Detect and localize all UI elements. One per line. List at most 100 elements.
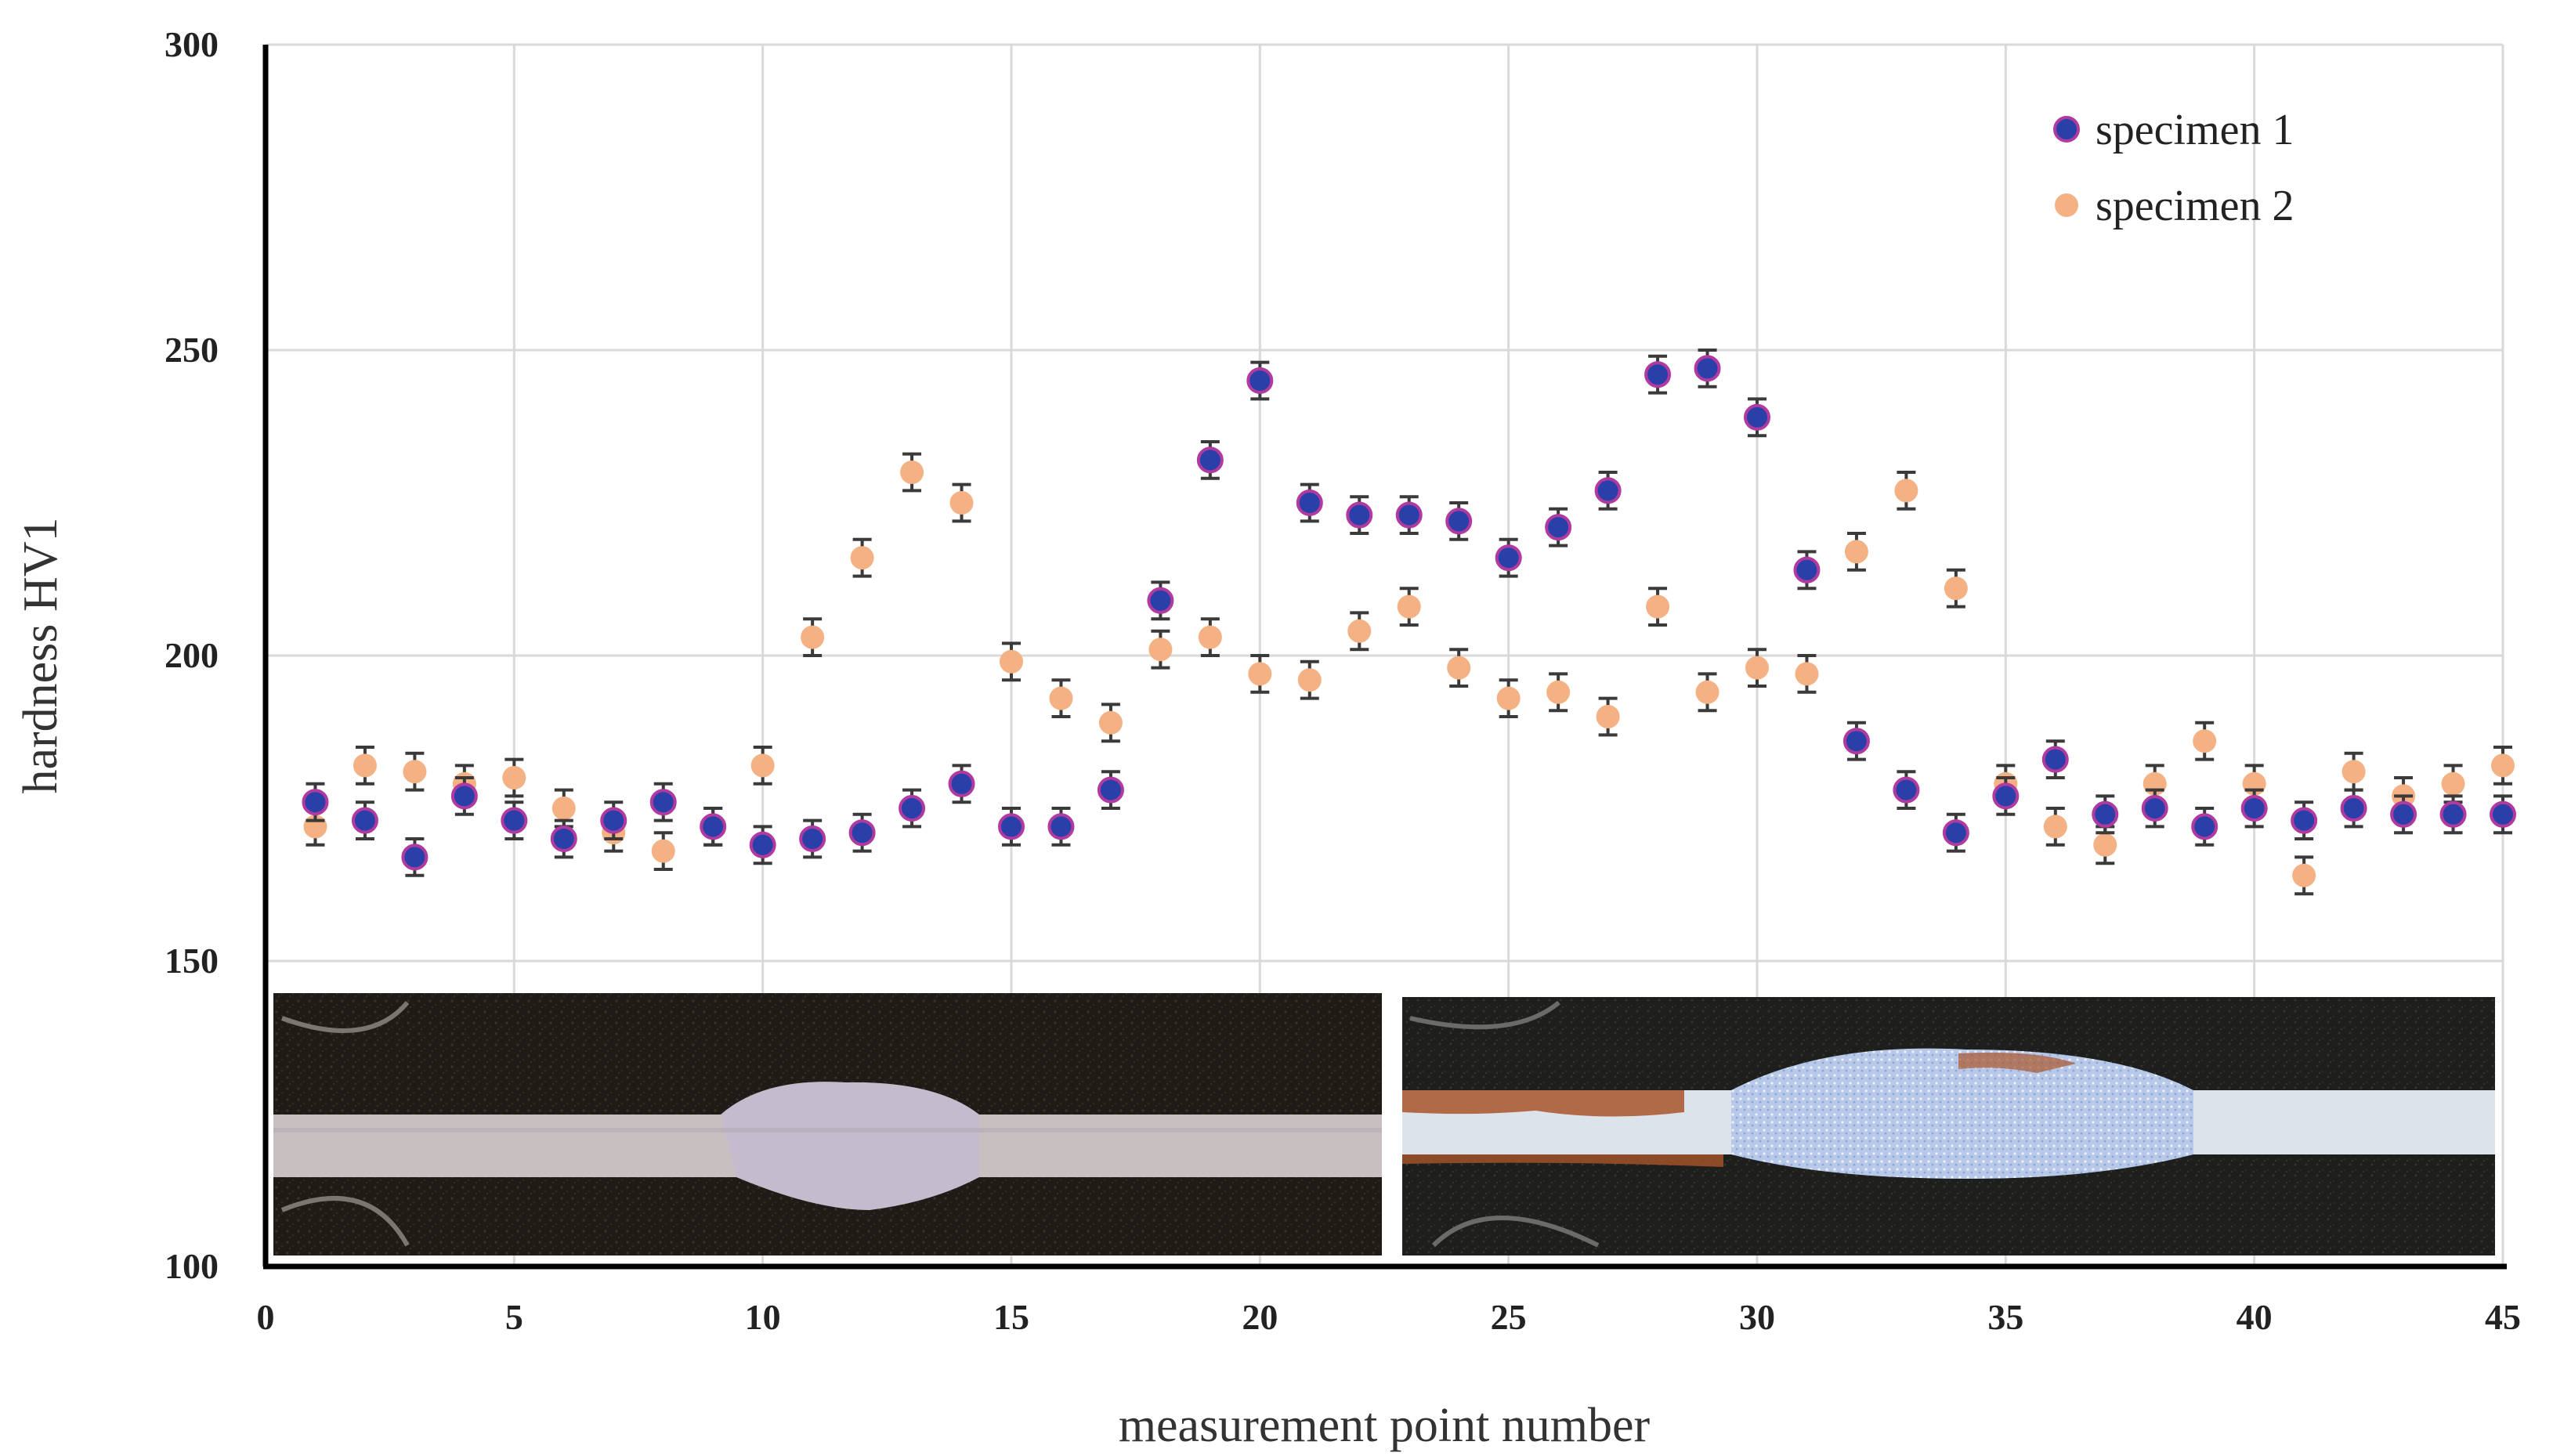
data-point-specimen-2 <box>1049 686 1073 710</box>
x-tick-label: 10 <box>745 1297 781 1337</box>
data-point-specimen-2 <box>750 753 775 778</box>
data-point-specimen-2 <box>801 625 825 649</box>
x-tick-label: 25 <box>1491 1297 1527 1337</box>
data-point-specimen-1 <box>1147 587 1174 614</box>
data-point-specimen-2 <box>1496 686 1521 710</box>
data-series <box>302 349 2516 896</box>
data-point-specimen-1 <box>700 813 727 840</box>
data-point-specimen-1 <box>600 807 627 834</box>
data-point-specimen-2 <box>1297 668 1322 692</box>
data-point-specimen-1 <box>1942 819 1969 847</box>
data-point-specimen-2 <box>1347 619 1372 643</box>
data-point-specimen-2 <box>1646 594 1670 619</box>
y-tick-label: 250 <box>165 330 219 370</box>
data-point-specimen-1 <box>501 807 528 834</box>
x-tick-label: 5 <box>505 1297 523 1337</box>
data-point-specimen-2 <box>551 797 576 820</box>
data-point-specimen-2 <box>1148 638 1173 662</box>
data-point-specimen-2 <box>1447 656 1471 680</box>
data-point-specimen-1 <box>799 826 826 852</box>
data-point-specimen-2 <box>900 461 924 484</box>
y-tick-label: 200 <box>165 635 219 675</box>
data-point-specimen-1 <box>1196 446 1224 474</box>
data-point-specimen-1 <box>1047 813 1075 840</box>
data-point-specimen-1 <box>2291 807 2318 834</box>
data-point-specimen-1 <box>1594 477 1622 504</box>
data-point-specimen-1 <box>2191 813 2219 840</box>
data-point-specimen-2 <box>1795 662 1819 686</box>
data-point-specimen-1 <box>899 795 926 822</box>
inset-photographs <box>273 993 2495 1255</box>
data-point-specimen-1 <box>351 807 378 834</box>
data-point-specimen-1 <box>2390 800 2417 828</box>
data-point-specimen-1 <box>1893 776 1920 804</box>
data-point-specimen-1 <box>1744 403 1770 431</box>
data-point-specimen-2 <box>2341 760 2366 784</box>
y-tick-label: 300 <box>165 24 219 64</box>
data-point-specimen-2 <box>2043 815 2067 839</box>
data-point-specimen-1 <box>2340 795 2367 822</box>
data-point-specimen-2 <box>403 760 427 784</box>
data-point-specimen-2 <box>2292 863 2316 887</box>
data-point-specimen-1 <box>2490 800 2516 828</box>
x-tick-label: 45 <box>2485 1297 2521 1337</box>
data-point-specimen-1 <box>649 789 677 816</box>
data-point-specimen-2 <box>1248 662 1272 686</box>
legend: specimen 1 specimen 2 <box>2053 106 2294 230</box>
series-specimen-1 <box>302 349 2516 877</box>
data-point-specimen-2 <box>1944 576 1968 601</box>
data-point-specimen-2 <box>2491 753 2515 778</box>
data-point-specimen-1 <box>1694 355 1721 382</box>
series-specimen-2 <box>303 452 2515 896</box>
x-tick-label: 35 <box>1987 1297 2023 1337</box>
data-point-specimen-1 <box>1346 501 1373 529</box>
data-point-specimen-1 <box>450 782 478 810</box>
data-point-specimen-2 <box>1894 479 1918 503</box>
data-point-specimen-1 <box>948 770 975 797</box>
data-point-specimen-2 <box>353 753 377 778</box>
inset-photo-specimen-1 <box>273 993 1382 1255</box>
data-point-specimen-1 <box>998 813 1025 840</box>
data-point-specimen-1 <box>302 789 329 816</box>
data-point-specimen-1 <box>1842 728 1870 755</box>
data-point-specimen-1 <box>1097 776 1124 804</box>
axes <box>262 45 2507 1270</box>
data-point-specimen-1 <box>749 831 776 858</box>
tick-labels: 0 5 10 15 20 25 30 35 40 45 100 150 200 250 300 <box>165 24 2521 1337</box>
data-point-specimen-1 <box>2141 795 2168 822</box>
data-point-specimen-2 <box>1546 680 1571 704</box>
data-point-specimen-2 <box>1397 594 1421 619</box>
data-point-specimen-2 <box>1745 656 1769 680</box>
data-point-specimen-2 <box>1695 680 1719 704</box>
x-tick-label: 15 <box>993 1297 1029 1337</box>
data-point-specimen-2 <box>2093 833 2117 857</box>
data-point-specimen-1 <box>1793 556 1821 583</box>
data-point-specimen-1 <box>2240 795 2268 822</box>
data-point-specimen-2 <box>1596 705 1620 728</box>
data-point-specimen-2 <box>850 546 874 570</box>
x-axis-title: measurement point number <box>1119 1399 1651 1452</box>
y-tick-label: 150 <box>165 941 219 981</box>
data-point-specimen-1 <box>1246 367 1274 394</box>
data-point-specimen-1 <box>550 826 577 852</box>
legend-label-specimen-2: specimen 2 <box>2096 182 2294 230</box>
data-point-specimen-1 <box>401 844 429 871</box>
data-point-specimen-1 <box>1296 490 1323 516</box>
legend-item-specimen-1: specimen 1 <box>2053 106 2294 154</box>
data-point-specimen-2 <box>651 839 675 863</box>
legend-marker-specimen-1 <box>2053 116 2080 143</box>
legend-marker-specimen-2 <box>2055 193 2078 217</box>
y-tick-label: 100 <box>165 1246 219 1286</box>
data-point-specimen-1 <box>1445 508 1473 535</box>
x-tick-label: 0 <box>257 1297 275 1337</box>
y-axis-title: hardness HV1 <box>14 518 67 794</box>
data-point-specimen-2 <box>1000 649 1023 674</box>
data-point-specimen-2 <box>2193 729 2217 753</box>
data-point-specimen-2 <box>1198 625 1222 649</box>
data-point-specimen-1 <box>2041 746 2069 773</box>
x-tick-label: 40 <box>2237 1297 2273 1337</box>
data-point-specimen-2 <box>1844 540 1868 564</box>
data-point-specimen-1 <box>2439 800 2467 828</box>
data-point-specimen-1 <box>1644 361 1672 388</box>
